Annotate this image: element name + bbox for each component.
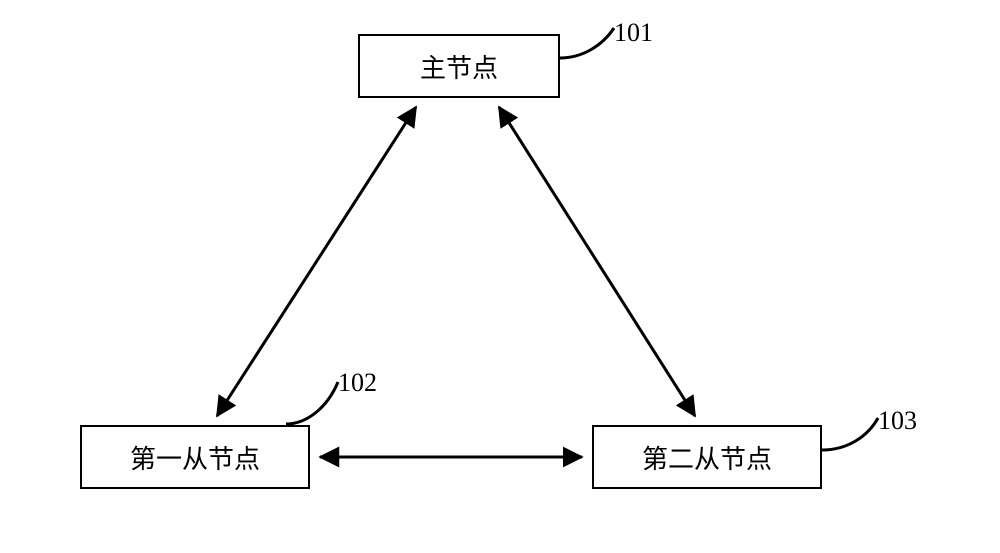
callout-slave1-label: 102 xyxy=(338,368,377,398)
node-slave1-label: 第一从节点 xyxy=(130,439,260,476)
edge-master-slave1 xyxy=(217,107,416,416)
node-master: 主节点 xyxy=(358,34,560,98)
callout-master-label: 101 xyxy=(614,18,653,48)
diagram-canvas: 主节点 101 第一从节点 102 第二从节点 103 xyxy=(0,0,1000,553)
callout-slave2-label: 103 xyxy=(878,406,917,436)
node-slave1: 第一从节点 xyxy=(80,425,310,489)
callout-master-curve xyxy=(560,28,614,58)
callout-slave1-curve xyxy=(286,382,338,424)
callout-slave2-curve xyxy=(822,418,878,450)
node-slave2-label: 第二从节点 xyxy=(642,439,772,476)
node-master-label: 主节点 xyxy=(420,48,498,85)
edge-master-slave2 xyxy=(499,107,695,416)
node-slave2: 第二从节点 xyxy=(592,425,822,489)
